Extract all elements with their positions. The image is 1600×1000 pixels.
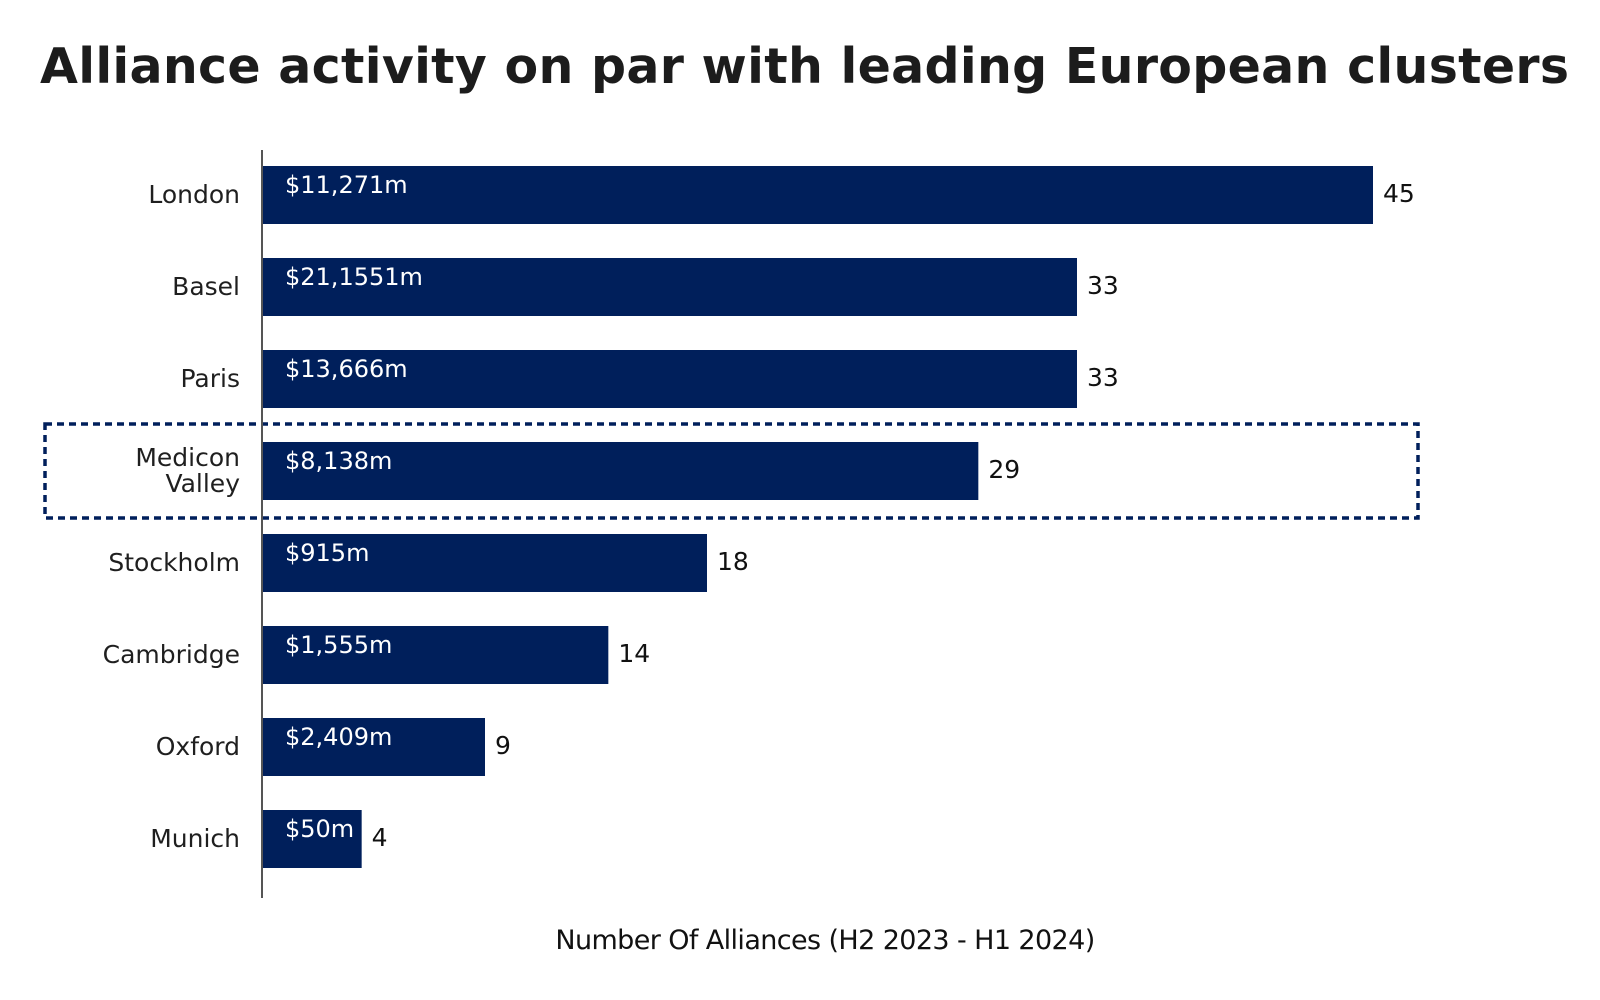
bar-munich (263, 810, 362, 868)
bar-paris (263, 350, 1077, 408)
category-label: Munich (150, 824, 240, 853)
x-axis-title: Number Of Alliances (H2 2023 - H1 2024) (555, 925, 1095, 956)
bar-data-label: $11,271m (285, 171, 408, 199)
category-label: Basel (172, 272, 240, 301)
bar-data-label: $50m (285, 815, 354, 843)
bar-london (263, 166, 1373, 224)
bar-data-label: $2,409m (285, 723, 392, 751)
bar-data-label: $13,666m (285, 355, 408, 383)
value-label: 45 (1383, 179, 1415, 208)
bar-data-label: $915m (285, 539, 369, 567)
value-label: 14 (618, 639, 650, 668)
category-label: Oxford (156, 732, 240, 761)
category-label: Medicon (135, 443, 240, 472)
category-label: London (148, 180, 240, 209)
value-label: 33 (1087, 363, 1119, 392)
category-label: Stockholm (108, 548, 240, 577)
value-label: 9 (495, 731, 511, 760)
bar-data-label: $8,138m (285, 447, 392, 475)
chart-title: Alliance activity on par with leading Eu… (40, 38, 1570, 95)
bar-basel (263, 258, 1077, 316)
category-label: Paris (180, 364, 240, 393)
highlight-box (43, 422, 1420, 520)
bar-medicon-valley (263, 442, 979, 500)
bar-oxford (263, 718, 485, 776)
category-label: Valley (165, 469, 240, 498)
value-label: 33 (1087, 271, 1119, 300)
bar-data-label: $1,555m (285, 631, 392, 659)
bar-stockholm (263, 534, 707, 592)
value-label: 18 (717, 547, 749, 576)
value-label: 4 (372, 823, 388, 852)
bar-cambridge (263, 626, 609, 684)
bar-data-label: $21,1551m (285, 263, 423, 291)
value-label: 29 (988, 455, 1020, 484)
category-label: Cambridge (103, 640, 240, 669)
